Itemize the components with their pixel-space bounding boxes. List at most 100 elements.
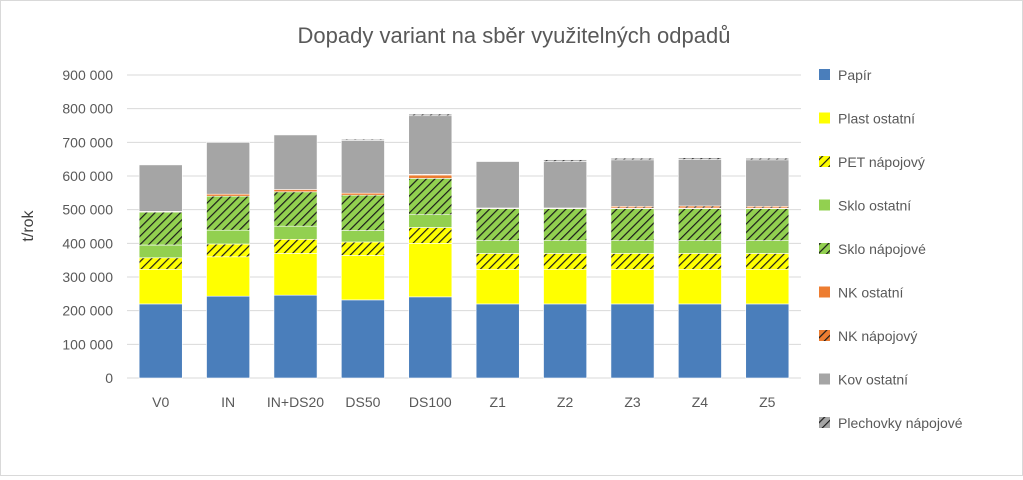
- legend-item-plast-ostatni: Plast ostatní: [819, 111, 915, 127]
- bar-sklo-napojove-ds50: [341, 194, 385, 231]
- y-tick-label: 300 000: [62, 269, 113, 285]
- y-tick-label: 900 000: [62, 67, 113, 83]
- y-tick-label: 600 000: [62, 168, 113, 184]
- bar-sklo-ostatni-z2: [543, 240, 587, 254]
- legend-swatch: [819, 330, 830, 341]
- chart-title: Dopady variant na sběr využitelných odpa…: [298, 23, 731, 48]
- y-tick-label: 400 000: [62, 235, 113, 251]
- legend-swatch: [819, 243, 830, 254]
- bar-sklo-ostatni-z4: [678, 240, 722, 254]
- bar-nk-ostatni-ds100: [408, 174, 453, 179]
- bar-plechovky-napojove-z3: [610, 157, 655, 161]
- bar-nk-ostatni-in-ds20: [273, 189, 318, 193]
- bar-stack-ds100: [408, 113, 453, 379]
- legend-swatch: [819, 156, 830, 167]
- bar-kov-ostatni-z2: [543, 161, 587, 209]
- bar-plechovky-napojove-z4: [678, 157, 722, 160]
- legend-swatch: [819, 417, 830, 428]
- bar-plast-ostatni-in-ds20: [273, 253, 318, 296]
- bar-stack-z5: [745, 157, 790, 379]
- bar-sklo-ostatni-z3: [610, 240, 655, 254]
- bar-pet-napojovy-in: [206, 243, 250, 258]
- bar-papir-z5: [745, 303, 790, 379]
- y-axis-label: t/rok: [20, 209, 37, 241]
- bar-pet-napojovy-z1: [475, 253, 520, 270]
- bar-sklo-ostatni-v0: [138, 244, 183, 259]
- x-tick-label: Z5: [759, 394, 776, 410]
- legend-item-papir: Papír: [819, 67, 872, 83]
- legend-label: Kov ostatní: [838, 372, 908, 388]
- bar-kov-ostatni-z5: [745, 159, 790, 207]
- bar-papir-z2: [543, 303, 587, 379]
- x-tick-label: DS100: [409, 394, 452, 410]
- x-axis-ticks: V0 IN IN+DS20 DS50 DS100 Z1 Z2 Z3 Z4 Z5: [152, 394, 776, 410]
- bar-papir-in: [206, 295, 250, 379]
- bar-plast-ostatni-in: [206, 256, 250, 297]
- y-tick-label: 500 000: [62, 202, 113, 218]
- x-tick-label: IN: [221, 394, 235, 410]
- bar-plast-ostatni-z1: [475, 268, 520, 305]
- legend-label: Plast ostatní: [838, 111, 915, 127]
- legend-label: NK ostatní: [838, 285, 903, 301]
- bar-kov-ostatni-z1: [475, 161, 520, 209]
- bar-papir-ds100: [408, 296, 453, 379]
- bar-papir-in-ds20: [273, 294, 318, 379]
- legend-item-nk-ostatni: NK ostatní: [819, 285, 903, 301]
- bar-stack-ds50: [341, 139, 385, 379]
- x-tick-label: DS50: [345, 394, 380, 410]
- bar-sklo-napojove-z1: [475, 208, 520, 241]
- bar-pet-napojovy-ds100: [408, 227, 453, 244]
- bar-plast-ostatni-z5: [745, 268, 790, 305]
- bar-kov-ostatni-in: [206, 142, 250, 195]
- y-tick-label: 200 000: [62, 303, 113, 319]
- bar-plast-ostatni-z2: [543, 268, 587, 305]
- bar-nk-ostatni-in: [206, 193, 250, 197]
- bar-nk-napojovy-z4: [678, 205, 722, 209]
- bar-plast-ostatni-ds100: [408, 243, 453, 298]
- bar-plechovky-napojove-ds50: [341, 139, 385, 141]
- legend-item-kov-ostatni: Kov ostatní: [819, 372, 908, 388]
- bar-stack-z1: [475, 161, 520, 379]
- legend-item-nk-napojovy: NK nápojový: [819, 328, 917, 344]
- bar-sklo-napojove-v0: [138, 211, 183, 246]
- legend-label: Plechovky nápojové: [838, 415, 963, 431]
- bar-pet-napojovy-z4: [678, 253, 722, 270]
- bar-plast-ostatni-z4: [678, 268, 722, 305]
- bar-papir-z1: [475, 303, 520, 379]
- legend-swatch: [819, 286, 830, 298]
- bar-papir-ds50: [341, 299, 385, 379]
- x-tick-label: V0: [152, 394, 169, 410]
- bar-kov-ostatni-ds50: [341, 140, 385, 194]
- bar-pet-napojovy-in-ds20: [273, 238, 318, 254]
- bar-sklo-ostatni-in-ds20: [273, 225, 318, 240]
- bar-plast-ostatni-ds50: [341, 255, 385, 301]
- legend-item-plechovky-napojove: Plechovky nápojové: [819, 415, 963, 431]
- bar-plechovky-napojove-ds100: [408, 113, 453, 117]
- bar-sklo-ostatni-ds50: [341, 230, 385, 243]
- bar-pet-napojovy-ds50: [341, 241, 385, 256]
- bar-stack-z3: [610, 157, 655, 379]
- bar-stack-z2: [543, 159, 587, 379]
- legend-item-sklo-napojove: Sklo nápojové: [819, 241, 926, 257]
- bar-nk-ostatni-ds50: [341, 192, 385, 196]
- legend-item-pet-napojovy: PET nápojový: [819, 154, 925, 170]
- bar-pet-napojovy-v0: [138, 257, 183, 270]
- bar-kov-ostatni-in-ds20: [273, 134, 318, 190]
- y-tick-label: 700 000: [62, 134, 113, 150]
- y-tick-label: 800 000: [62, 101, 113, 117]
- legend-label: Papír: [838, 67, 872, 83]
- x-tick-label: Z3: [624, 394, 641, 410]
- bar-sklo-napojove-z4: [678, 208, 722, 241]
- bar-sklo-napojove-ds100: [408, 178, 453, 216]
- x-tick-label: Z1: [490, 394, 507, 410]
- x-tick-label: Z4: [692, 394, 709, 410]
- bar-kov-ostatni-ds100: [408, 115, 453, 175]
- bar-plechovky-napojove-z2: [543, 159, 587, 162]
- bar-plechovky-napojove-z5: [745, 157, 790, 161]
- bar-papir-z4: [678, 303, 722, 379]
- legend-swatch: [819, 199, 830, 211]
- legend-label: PET nápojový: [838, 154, 925, 170]
- bar-kov-ostatni-v0: [138, 164, 183, 212]
- bar-sklo-ostatni-in: [206, 229, 250, 245]
- bar-kov-ostatni-z4: [678, 159, 722, 207]
